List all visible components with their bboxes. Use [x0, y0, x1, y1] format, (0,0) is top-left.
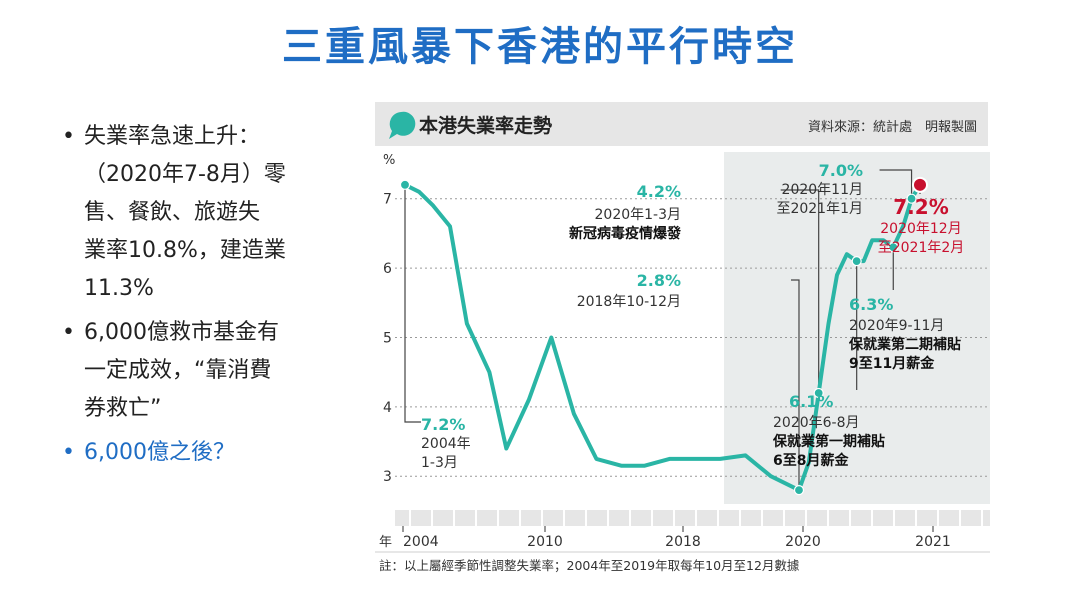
annotated-point [399, 179, 411, 190]
annotation-leader [780, 189, 820, 393]
annotation-value: 6.1% [789, 392, 833, 411]
bullet-line: 券救亡” [84, 396, 162, 421]
annotation-line: 2018年10-12月 [577, 294, 681, 310]
annotation-value: 7.2% [893, 195, 948, 219]
annotation-bold-line: 新冠病毒疫情爆發 [569, 225, 682, 242]
annotation-line: 1-3月 [421, 455, 458, 471]
annotation-bold-line: 保就業第二期補貼 [848, 336, 961, 353]
x-tick-label: 2004 [403, 534, 439, 550]
bullet-line: （2020年7-8月）零 [84, 162, 286, 187]
annotation-line: 2020年1-3月 [595, 207, 682, 223]
unemployment-line [403, 182, 922, 493]
annotation-line: 2020年12月 [880, 221, 961, 237]
bullet-line: 11.3% [84, 276, 154, 301]
chart-source: 資料來源：統計處 明報製圖 [808, 119, 977, 135]
annotated-point [851, 256, 862, 267]
annotated-point [813, 387, 824, 399]
x-axis-ticks: 2004 2010 2018 2020 2021 [402, 526, 951, 550]
x-tick-label: 2020 [785, 534, 821, 550]
annotated-point [888, 242, 899, 253]
annotation-line: 至2021年2月 [878, 240, 965, 256]
chart-title: 本港失業率走勢 [419, 114, 552, 137]
y-tick-label: 3 [383, 469, 392, 485]
bullet-line: 6,000億之後？ [84, 440, 235, 465]
x-axis-band-dividers [409, 510, 983, 526]
bullet-relief-fund: 6,000億救市基金有 一定成效，“靠消費 券救亡” [62, 314, 332, 428]
x-axis-band [395, 510, 990, 526]
bullet-line: 一定成效，“靠消費 [84, 358, 272, 383]
x-tick-label: 2018 [665, 534, 701, 550]
annotation-value: 6.3% [849, 295, 893, 314]
data-markers [399, 176, 928, 496]
annotation-leader [879, 169, 913, 199]
annotation-leaders [404, 169, 921, 491]
bullet-after-fund: 6,000億之後？ [62, 434, 332, 472]
annotation-value: 2.8% [637, 271, 681, 290]
annotation-leader [404, 184, 421, 423]
y-unit-label: % [383, 153, 395, 168]
chart-header-bg [375, 102, 988, 146]
y-tick-label: 6 [383, 261, 392, 277]
x-tick-label: 2021 [915, 534, 951, 550]
y-tick-label: 7 [383, 192, 392, 208]
annotation-bold-line: 6至8月薪金 [773, 452, 849, 469]
highlight-point [912, 176, 928, 193]
bullet-line: 業率10.8%，建造業 [84, 238, 286, 263]
annotated-point [793, 485, 805, 496]
bullet-line: 失業率急速上升： [84, 124, 261, 149]
gridlines [395, 198, 990, 477]
y-axis-ticks: 3 4 5 6 7 [383, 192, 392, 486]
annotated-point [906, 193, 917, 204]
bullet-unemployment: 失業率急速上升： （2020年7-8月）零 售、餐飲、旅遊失 業率10.8%，建… [62, 118, 332, 308]
x-unit-label: 年 [379, 535, 392, 550]
y-tick-label: 4 [383, 400, 392, 416]
chart-note: 註：以上屬經季節性調整失業率；2004年至2019年取每年10月至12月數據 [379, 558, 800, 573]
speech-bubble-icon [389, 111, 416, 139]
annotation-value: 7.0% [819, 161, 863, 180]
annotation-labels: 7.2% 2004年 1-3月 2.8% 2018年10-12月 4.2% 2020年1-3… [421, 161, 964, 471]
annotation-line: 2004年 [421, 436, 471, 452]
annotation-value: 7.2% [421, 415, 465, 434]
annotation-value: 4.2% [637, 182, 681, 201]
annotation-line: 2020年11月 [782, 182, 863, 198]
annotation-line: 2020年9-11月 [849, 318, 944, 334]
annotation-bold-line: 9至11月薪金 [849, 355, 935, 372]
y-tick-label: 5 [383, 330, 392, 346]
annotation-bold-line: 保就業第一期補貼 [772, 433, 885, 450]
bullet-list: 失業率急速上升： （2020年7-8月）零 售、餐飲、旅遊失 業率10.8%，建… [62, 118, 332, 478]
annotation-leader [790, 279, 800, 491]
annotation-line: 至2021年1月 [776, 201, 863, 217]
slide-title: 三重風暴下香港的平行時空 [282, 24, 798, 70]
bullet-line: 售、餐飲、旅遊失 [84, 200, 261, 225]
bullet-line: 6,000億救市基金有 [84, 320, 279, 345]
x-tick-label: 2010 [527, 534, 563, 550]
annotation-line: 2020年6-8月 [773, 415, 860, 431]
